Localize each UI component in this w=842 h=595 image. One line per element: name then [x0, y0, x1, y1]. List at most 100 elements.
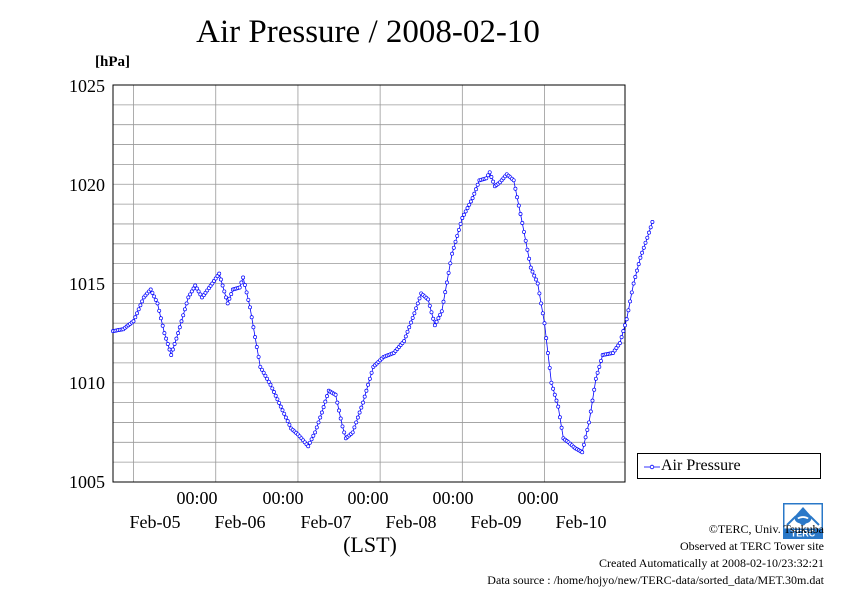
data-point: [366, 382, 371, 387]
data-point: [451, 245, 456, 250]
data-point: [225, 301, 230, 306]
data-point: [278, 404, 283, 409]
credit-copyright: ©TERC, Univ. Tsukuba: [708, 522, 824, 536]
data-point: [355, 415, 360, 420]
data-point: [158, 316, 163, 321]
credit-created: Created Automatically at 2008-02-10/23:3…: [599, 556, 824, 570]
data-point: [242, 283, 247, 287]
data-point: [580, 450, 585, 455]
x-tick-time: 00:00: [262, 488, 304, 508]
data-point: [540, 311, 545, 316]
data-point: [542, 321, 547, 326]
data-point: [191, 286, 196, 291]
data-point: [260, 367, 264, 372]
data-point: [270, 386, 275, 391]
data-point: [534, 277, 538, 282]
series-line: [112, 171, 653, 453]
data-point: [287, 422, 292, 427]
data-point: [472, 191, 477, 196]
x-tick-day: Feb-07: [300, 512, 352, 532]
data-point: [522, 229, 526, 234]
x-tick-day: Feb-06: [214, 512, 266, 532]
data-point: [135, 311, 139, 316]
data-point: [458, 221, 463, 226]
data-point: [597, 364, 602, 369]
data-point: [227, 296, 232, 301]
data-point: [237, 285, 242, 290]
data-point: [241, 275, 246, 280]
data-point: [648, 225, 653, 230]
x-tick-day: Feb-09: [470, 512, 522, 532]
data-point: [272, 390, 276, 394]
data-point: [465, 206, 470, 211]
data-point: [583, 435, 588, 440]
data-point: [456, 227, 461, 232]
data-point: [335, 400, 340, 405]
data-point: [239, 280, 244, 285]
data-point: [486, 173, 490, 178]
data-point: [626, 308, 631, 313]
data-point: [489, 175, 494, 179]
data-point: [549, 380, 554, 385]
x-tick-time: 00:00: [517, 488, 559, 508]
data-point: [463, 209, 468, 214]
data-point: [633, 275, 638, 279]
data-point: [434, 319, 439, 324]
data-point: [439, 309, 444, 314]
data-point: [138, 303, 143, 308]
y-unit-label: [hPa]: [95, 54, 130, 70]
data-point: [176, 331, 181, 336]
data-point: [325, 394, 329, 399]
data-point: [623, 323, 627, 328]
data-point: [367, 376, 372, 381]
data-point: [593, 376, 598, 381]
data-point: [352, 425, 357, 430]
data-point: [229, 292, 234, 297]
data-point: [643, 240, 648, 245]
data-point: [181, 313, 186, 318]
data-point: [186, 295, 191, 300]
data-point: [641, 245, 646, 250]
data-point: [333, 392, 338, 397]
data-point: [640, 250, 645, 255]
data-point: [650, 220, 655, 224]
data-point: [525, 247, 530, 252]
data-point: [417, 296, 422, 301]
data-point: [518, 212, 523, 216]
data-point: [224, 295, 228, 300]
data-point: [265, 376, 270, 381]
data-point: [285, 419, 290, 424]
data-point: [172, 342, 177, 346]
data-point: [222, 289, 227, 294]
data-point: [520, 221, 525, 225]
data-point: [588, 409, 593, 414]
data-point: [136, 307, 141, 312]
data-point: [599, 358, 603, 363]
data-point: [557, 415, 562, 420]
data-point: [249, 315, 254, 320]
data-point: [556, 404, 561, 409]
data-point: [253, 335, 258, 340]
data-point: [165, 342, 170, 346]
data-point: [337, 408, 341, 413]
data-point: [407, 325, 412, 330]
data-point: [323, 399, 328, 404]
data-point: [552, 392, 557, 397]
data-point: [170, 347, 175, 352]
x-tick-time: 00:00: [347, 488, 389, 508]
data-point: [277, 400, 282, 405]
chart-grid: [113, 85, 625, 482]
data-point: [340, 424, 345, 429]
data-point: [444, 280, 449, 285]
data-point: [152, 294, 157, 299]
data-point: [179, 319, 184, 324]
data-point: [635, 268, 639, 273]
data-point: [258, 364, 263, 369]
data-point: [511, 178, 516, 183]
data-point: [359, 405, 364, 410]
data-point: [150, 290, 155, 295]
data-point: [426, 297, 431, 302]
data-point: [313, 430, 318, 435]
data-point: [307, 440, 312, 445]
data-point: [319, 410, 324, 415]
